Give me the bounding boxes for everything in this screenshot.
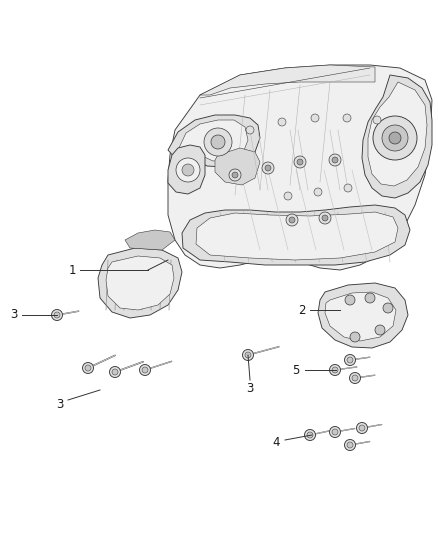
Circle shape [139, 365, 151, 376]
Circle shape [176, 158, 200, 182]
Circle shape [307, 432, 313, 438]
Circle shape [375, 325, 385, 335]
Circle shape [232, 172, 238, 178]
Polygon shape [200, 65, 375, 95]
Circle shape [286, 214, 298, 226]
Circle shape [329, 426, 340, 438]
Circle shape [294, 156, 306, 168]
Polygon shape [168, 145, 205, 194]
Polygon shape [178, 120, 248, 161]
Polygon shape [362, 75, 432, 198]
Polygon shape [215, 148, 260, 185]
Circle shape [289, 217, 295, 223]
Polygon shape [168, 115, 260, 167]
Circle shape [332, 429, 338, 435]
Circle shape [243, 350, 254, 360]
Circle shape [383, 303, 393, 313]
Polygon shape [196, 212, 398, 260]
Circle shape [110, 367, 120, 377]
Circle shape [332, 367, 338, 373]
Circle shape [347, 442, 353, 448]
Circle shape [314, 188, 322, 196]
Circle shape [262, 162, 274, 174]
Circle shape [344, 184, 352, 192]
Polygon shape [98, 248, 182, 318]
Circle shape [204, 128, 232, 156]
Text: 4: 4 [272, 437, 280, 449]
Circle shape [54, 312, 60, 318]
Text: 1: 1 [68, 263, 76, 277]
Circle shape [373, 116, 417, 160]
Circle shape [52, 310, 63, 320]
Circle shape [345, 295, 355, 305]
Circle shape [373, 116, 381, 124]
Polygon shape [318, 283, 408, 348]
Text: 3: 3 [246, 382, 254, 394]
Text: 3: 3 [57, 399, 64, 411]
Circle shape [389, 132, 401, 144]
Polygon shape [182, 205, 410, 265]
Circle shape [142, 367, 148, 373]
Circle shape [352, 375, 358, 381]
Circle shape [345, 440, 356, 450]
Circle shape [278, 118, 286, 126]
Circle shape [359, 425, 365, 431]
Polygon shape [106, 256, 174, 310]
Circle shape [382, 125, 408, 151]
Circle shape [85, 365, 91, 371]
Circle shape [246, 126, 254, 134]
Text: 2: 2 [298, 303, 306, 317]
Polygon shape [168, 65, 432, 270]
Circle shape [345, 354, 356, 366]
Circle shape [347, 357, 353, 363]
Polygon shape [325, 292, 396, 341]
Circle shape [329, 154, 341, 166]
Circle shape [311, 114, 319, 122]
Text: 5: 5 [292, 364, 300, 376]
Circle shape [229, 169, 241, 181]
Circle shape [297, 159, 303, 165]
Circle shape [350, 332, 360, 342]
Text: 3: 3 [11, 309, 18, 321]
Circle shape [343, 114, 351, 122]
Circle shape [357, 423, 367, 433]
Polygon shape [125, 230, 175, 250]
Circle shape [284, 192, 292, 200]
Circle shape [350, 373, 360, 384]
Circle shape [245, 352, 251, 358]
Circle shape [112, 369, 118, 375]
Circle shape [265, 165, 271, 171]
Circle shape [332, 157, 338, 163]
Circle shape [319, 212, 331, 224]
Circle shape [365, 293, 375, 303]
Circle shape [182, 164, 194, 176]
Polygon shape [368, 82, 427, 186]
Circle shape [304, 430, 315, 440]
Circle shape [211, 135, 225, 149]
Circle shape [329, 365, 340, 376]
Circle shape [82, 362, 93, 374]
Circle shape [322, 215, 328, 221]
